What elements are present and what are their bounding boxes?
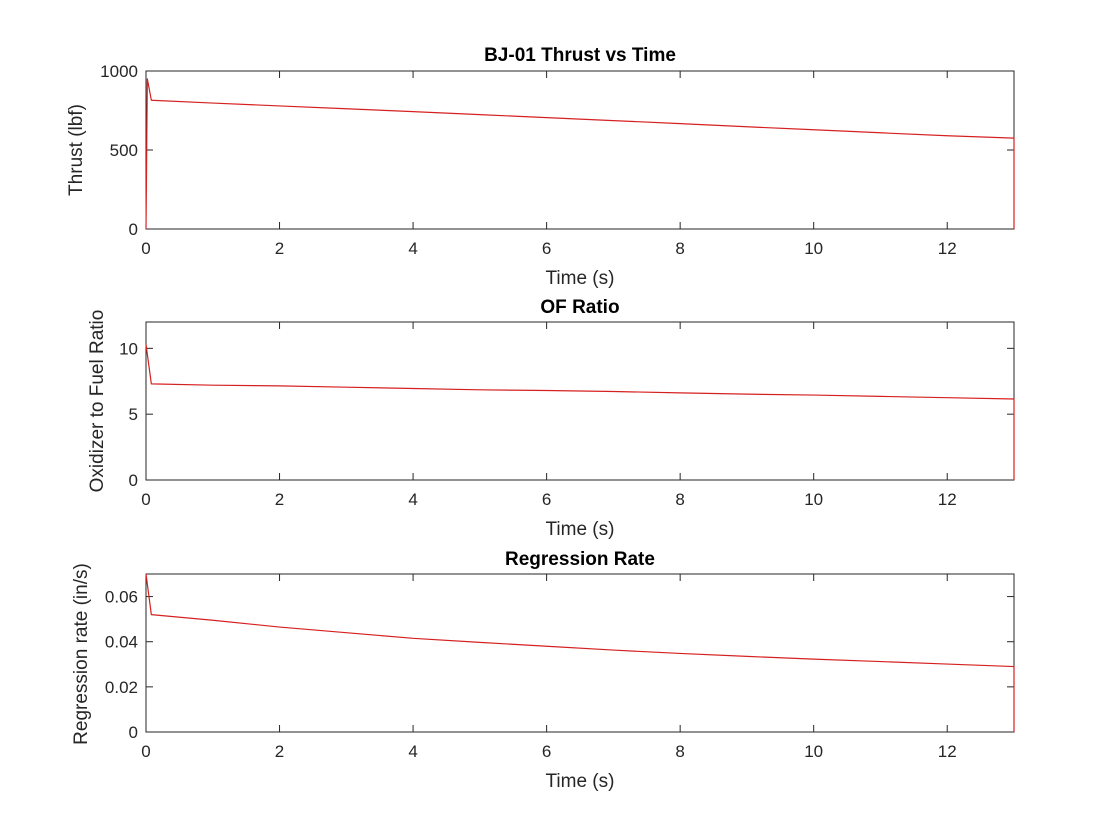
thrust-chart-title: BJ-01 Thrust vs Time (484, 45, 676, 66)
of-ratio-chart-title: OF Ratio (540, 297, 619, 318)
of-ratio-x-tick-label: 10 (804, 490, 823, 509)
thrust-x-axis-label: Time (s) (546, 268, 615, 289)
thrust-y-axis-label: Thrust (lbf) (66, 104, 87, 196)
thrust-x-tick-label: 12 (938, 239, 957, 258)
of-ratio-x-tick-label: 12 (938, 490, 957, 509)
regression-rate-x-axis-label: Time (s) (546, 771, 615, 792)
regression-rate-x-tick-label: 2 (275, 742, 284, 761)
thrust-x-tick-label: 2 (275, 239, 284, 258)
of-ratio-x-tick-label: 0 (141, 490, 150, 509)
thrust-x-tick-label: 4 (408, 239, 417, 258)
regression-rate-x-tick-label: 8 (675, 742, 684, 761)
regression-rate-x-tick-label: 6 (542, 742, 551, 761)
of-ratio-subplot: OF Ratio Time (s) Oxidizer to Fuel Ratio… (87, 297, 1015, 540)
regression-rate-y-tick-label: 0.04 (105, 633, 138, 652)
thrust-series-line (145, 78, 1015, 230)
regression-rate-series-line (145, 573, 1015, 732)
thrust-x-tick-label: 6 (542, 239, 551, 258)
regression-rate-y-axis-label: Regression rate (in/s) (71, 563, 92, 745)
of-ratio-x-tick-label: 8 (675, 490, 684, 509)
regression-rate-y-tick-label: 0.06 (105, 588, 138, 607)
of-ratio-series-line (145, 344, 1015, 480)
thrust-x-tick-label: 10 (804, 239, 823, 258)
regression-rate-y-tick-label: 0 (129, 723, 138, 742)
thrust-y-tick-label: 1000 (100, 62, 138, 81)
regression-rate-x-tick-label: 4 (408, 742, 417, 761)
regression-rate-chart-title: Regression Rate (505, 549, 655, 570)
of-ratio-x-tick-label: 2 (275, 490, 284, 509)
of-ratio-x-axis-label: Time (s) (546, 519, 615, 540)
of-ratio-x-tick-label: 6 (542, 490, 551, 509)
thrust-plot-area (145, 70, 1015, 230)
thrust-y-tick-label: 0 (129, 220, 138, 239)
of-ratio-y-axis-label: Oxidizer to Fuel Ratio (87, 310, 108, 493)
thrust-subplot: BJ-01 Thrust vs Time Time (s) Thrust (lb… (66, 45, 1015, 289)
regression-rate-plot-area (145, 573, 1015, 733)
regression-rate-x-tick-label: 12 (938, 742, 957, 761)
of-ratio-y-tick-label: 5 (129, 405, 138, 424)
of-ratio-x-tick-label: 4 (408, 490, 417, 509)
of-ratio-y-tick-label: 0 (129, 471, 138, 490)
of-ratio-plot-area (145, 321, 1015, 481)
regression-rate-y-tick-label: 0.02 (105, 678, 138, 697)
thrust-y-tick-label: 500 (110, 141, 138, 160)
of-ratio-y-tick-label: 10 (119, 339, 138, 358)
thrust-x-tick-label: 0 (141, 239, 150, 258)
regression-rate-x-tick-label: 10 (804, 742, 823, 761)
regression-rate-subplot: Regression Rate Time (s) Regression rate… (71, 549, 1015, 792)
thrust-x-tick-label: 8 (675, 239, 684, 258)
regression-rate-x-tick-label: 0 (141, 742, 150, 761)
